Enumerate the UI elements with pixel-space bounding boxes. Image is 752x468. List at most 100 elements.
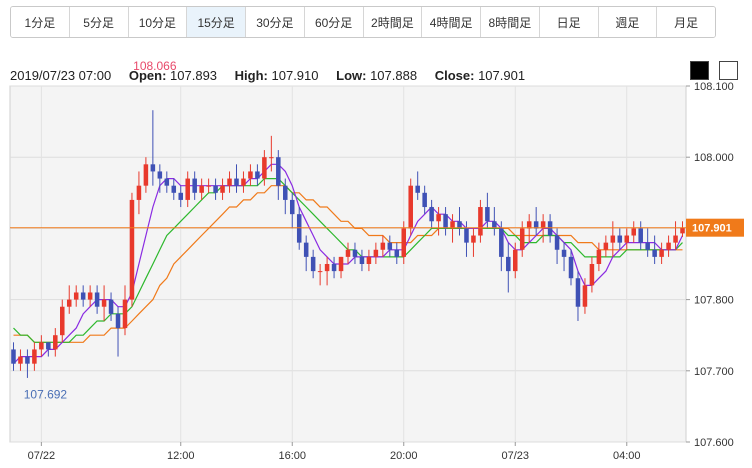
candle-body (429, 207, 434, 222)
tab-monthly[interactable]: 月足 (657, 7, 715, 37)
candle-body (115, 313, 121, 329)
tab-10min[interactable]: 10分足 (128, 7, 188, 37)
candle-body (631, 228, 636, 236)
candle-body (575, 278, 581, 307)
low-annotation: 107.692 (24, 387, 68, 401)
candle-body (143, 164, 149, 186)
candle-body (506, 256, 511, 272)
candle-body (478, 207, 483, 236)
candle-body (582, 285, 588, 307)
x-tick-label: 07/22 (28, 450, 56, 462)
current-price-label: 107.901 (692, 223, 732, 235)
candle-body (652, 249, 657, 257)
candle-body (450, 221, 455, 229)
candle-body (60, 306, 65, 336)
candle-body (415, 185, 420, 193)
candle-body (512, 249, 518, 272)
candle-body (108, 299, 114, 314)
y-tick-label: 107.800 (694, 295, 734, 307)
candle-datetime: 2019/07/23 07:00 (10, 68, 112, 83)
candle-body (485, 207, 490, 222)
x-tick-label: 07/23 (501, 450, 529, 462)
candle-body (331, 264, 337, 272)
candle-body (394, 249, 400, 257)
candle-body (80, 292, 86, 300)
candle-body (283, 185, 288, 200)
candle-body (387, 242, 393, 250)
candle-body (680, 227, 685, 234)
high-annotation: 108.066 (133, 59, 177, 73)
close-label: Close: (434, 68, 475, 83)
tab-30min[interactable]: 30分足 (246, 7, 305, 37)
candle-body (401, 228, 407, 257)
candle-body (317, 271, 323, 273)
tab-15min[interactable]: 15分足 (187, 7, 246, 37)
x-tick-label: 12:00 (167, 450, 195, 462)
candle-body (589, 264, 595, 286)
candle-body (499, 228, 504, 257)
candle-body (380, 242, 386, 250)
candle-body (39, 342, 44, 350)
tab-8hour[interactable]: 8時間足 (481, 7, 540, 37)
open-value: 107.893 (170, 68, 218, 83)
x-tick-label: 20:00 (390, 450, 418, 462)
candle-body (178, 192, 184, 200)
tab-60min[interactable]: 60分足 (304, 7, 364, 37)
candle-body (526, 221, 532, 229)
current-price-tag (686, 218, 744, 237)
candle-body (310, 256, 316, 272)
high-value: 107.910 (271, 68, 319, 83)
candle-body (11, 349, 16, 364)
candle-body (436, 214, 441, 222)
candle-body (596, 249, 602, 264)
dark-theme-button[interactable] (690, 61, 709, 80)
candle-body (603, 242, 609, 250)
candle-body (53, 335, 58, 350)
candle-body (533, 221, 539, 229)
candle-body (296, 214, 302, 243)
candle-body (101, 299, 107, 307)
candle-body (659, 249, 664, 257)
candle-body (192, 178, 197, 193)
candle-body (150, 164, 156, 172)
tab-1min[interactable]: 1分足 (11, 7, 70, 37)
candle-body (269, 157, 274, 159)
candle-body (303, 242, 309, 257)
ohlc-info-bar: 2019/07/23 07:00 Open: 107.893 High: 107… (10, 68, 525, 83)
candle-body (262, 157, 267, 179)
candle-body (213, 185, 218, 193)
candle-body (638, 228, 643, 243)
tab-5min[interactable]: 5分足 (69, 7, 129, 37)
candle-body (352, 249, 358, 257)
candle-body (561, 249, 567, 257)
candle-body (617, 235, 623, 243)
candle-body (46, 342, 51, 350)
candle-body (519, 228, 525, 250)
candle-body (464, 228, 469, 243)
candle-body (227, 178, 232, 186)
candle-body (366, 256, 372, 264)
candle-body (171, 185, 177, 193)
candle-body (122, 299, 128, 329)
candle-body (185, 178, 190, 200)
candle-body (94, 292, 100, 307)
tab-weekly[interactable]: 週足 (598, 7, 658, 37)
candle-body (255, 171, 260, 179)
candle-body (492, 221, 497, 229)
candle-body (547, 221, 553, 236)
candle-body (32, 349, 37, 364)
candle-body (73, 292, 79, 300)
candle-body (540, 221, 546, 229)
tab-2hour[interactable]: 2時間足 (363, 7, 423, 37)
candle-body (568, 256, 574, 279)
y-tick-label: 107.700 (694, 366, 734, 378)
candle-body (324, 264, 330, 272)
open-label: Open: (128, 68, 167, 83)
light-theme-button[interactable] (719, 61, 738, 80)
high-label: High: (234, 68, 268, 83)
tab-4hour[interactable]: 4時間足 (422, 7, 481, 37)
candle-body (610, 235, 616, 243)
candle-body (199, 185, 204, 193)
tab-daily[interactable]: 日足 (539, 7, 599, 37)
